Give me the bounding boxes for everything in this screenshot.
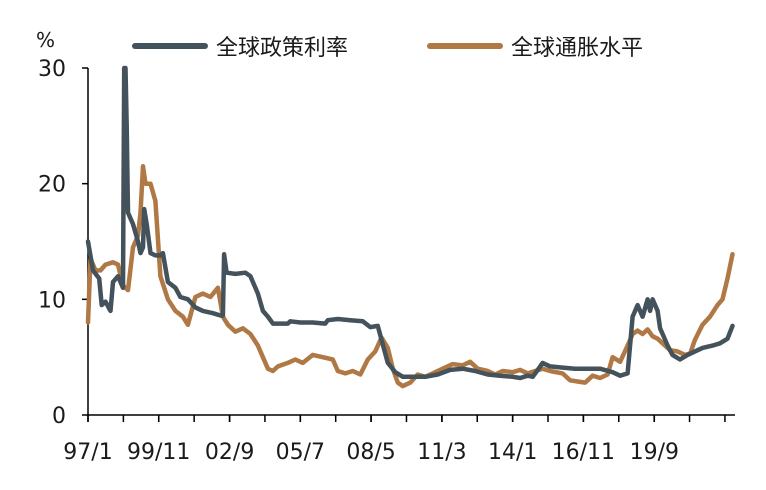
x-tick-label: 19/9 xyxy=(630,440,679,465)
legend-label-inflation: 全球通胀水平 xyxy=(511,36,644,61)
y-tick-label: 0 xyxy=(52,404,66,429)
y-axis-unit-label: % xyxy=(36,28,56,52)
x-tick-label: 97/1 xyxy=(63,440,112,465)
x-tick-label: 08/5 xyxy=(346,440,395,465)
x-tick-label: 99/11 xyxy=(127,440,190,465)
legend-item-inflation: 全球通胀水平 xyxy=(427,30,643,62)
series-line-policy-rate xyxy=(85,65,735,381)
y-tick-label: 20 xyxy=(38,173,66,198)
x-tick-label: 11/3 xyxy=(417,440,466,465)
x-tick-label: 05/7 xyxy=(276,440,325,465)
series-line-inflation xyxy=(85,164,735,389)
x-tick-label: 02/9 xyxy=(205,440,254,465)
series-group xyxy=(85,65,735,389)
legend-swatch-policy-rate xyxy=(132,43,208,49)
y-tick-label: 10 xyxy=(38,288,66,313)
y-tick-label: 30 xyxy=(38,57,66,82)
x-tick-label: 16/11 xyxy=(552,440,615,465)
axes-group: 0 10 20 30 97/1 99/11 02/9 05/7 08/5 11/3 14/1 16/1… xyxy=(38,57,735,465)
legend-label-policy-rate: 全球政策利率 xyxy=(216,36,349,61)
x-tick-label: 14/1 xyxy=(488,440,537,465)
legend-item-policy-rate: 全球政策利率 xyxy=(132,30,348,62)
legend-swatch-inflation xyxy=(427,43,503,49)
